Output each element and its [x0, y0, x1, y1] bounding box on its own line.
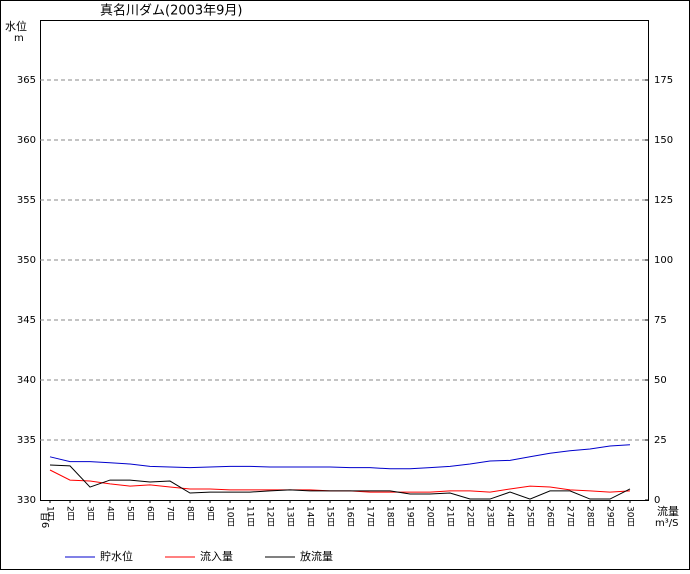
- y-tick-label: 365: [17, 75, 36, 86]
- legend-label: 流入量: [200, 549, 233, 563]
- x-tick-label: 2日: [65, 506, 75, 521]
- y-axis-unit: m: [14, 33, 24, 44]
- y-tick-label: 360: [17, 135, 36, 146]
- x-tick-label: 11日: [245, 506, 255, 526]
- y2-axis-label: 流量: [657, 504, 679, 518]
- x-tick-label: 5日: [125, 506, 135, 521]
- y2-axis-unit: m³/S: [655, 518, 678, 529]
- y-tick-label: 355: [17, 195, 36, 206]
- x-tick-label: 6日: [145, 506, 155, 521]
- y2-tick-label: 100: [654, 255, 673, 266]
- y2-tick-label: 75: [654, 315, 667, 326]
- y-tick-label: 335: [17, 435, 36, 446]
- month-label: 9月: [40, 512, 52, 528]
- x-tick-label: 8日: [185, 506, 195, 521]
- y-tick-label: 340: [17, 375, 36, 386]
- x-tick-label: 18日: [385, 506, 395, 526]
- y-tick-label: 330: [17, 495, 36, 506]
- x-tick-label: 27日: [565, 506, 575, 526]
- x-tick-label: 12日: [265, 506, 275, 526]
- legend-label: 貯水位: [100, 549, 133, 563]
- x-tick-label: 14日: [305, 506, 315, 526]
- x-tick-label: 24日: [505, 506, 515, 526]
- legend-label: 放流量: [300, 549, 333, 563]
- chart-title: 真名川ダム(2003年9月): [100, 3, 243, 19]
- x-tick-label: 16日: [345, 506, 355, 526]
- x-tick-label: 9日: [205, 506, 215, 521]
- x-tick-label: 10日: [225, 506, 235, 526]
- x-tick-label: 15日: [325, 506, 335, 526]
- y2-tick-label: 125: [654, 195, 673, 206]
- y-tick-label: 345: [17, 315, 36, 326]
- x-tick-label: 30日: [625, 506, 635, 526]
- y2-tick-label: 150: [654, 135, 673, 146]
- y-tick-label: 350: [17, 255, 36, 266]
- x-tick-label: 20日: [425, 506, 435, 526]
- x-tick-label: 1日: [45, 506, 55, 521]
- series-line: [49, 464, 631, 500]
- x-tick-label: 13日: [285, 506, 295, 526]
- y2-tick-label: 25: [654, 435, 667, 446]
- y-axis-label: 水位: [5, 19, 27, 33]
- x-tick-label: 29日: [605, 506, 615, 526]
- x-tick-label: 28日: [585, 506, 595, 526]
- y2-tick-label: 0: [654, 495, 660, 506]
- y2-tick-label: 175: [654, 75, 673, 86]
- x-tick-label: 4日: [105, 506, 115, 521]
- x-tick-label: 26日: [545, 506, 555, 526]
- x-tick-label: 21日: [445, 506, 455, 526]
- x-tick-label: 23日: [485, 506, 495, 526]
- series-line: [49, 444, 631, 470]
- x-tick-label: 22日: [465, 506, 475, 526]
- y2-tick-label: 50: [654, 375, 667, 386]
- x-tick-label: 7日: [165, 506, 175, 521]
- x-tick-label: 19日: [405, 506, 415, 526]
- x-tick-label: 25日: [525, 506, 535, 526]
- x-tick-label: 17日: [365, 506, 375, 526]
- x-tick-label: 3日: [85, 506, 95, 521]
